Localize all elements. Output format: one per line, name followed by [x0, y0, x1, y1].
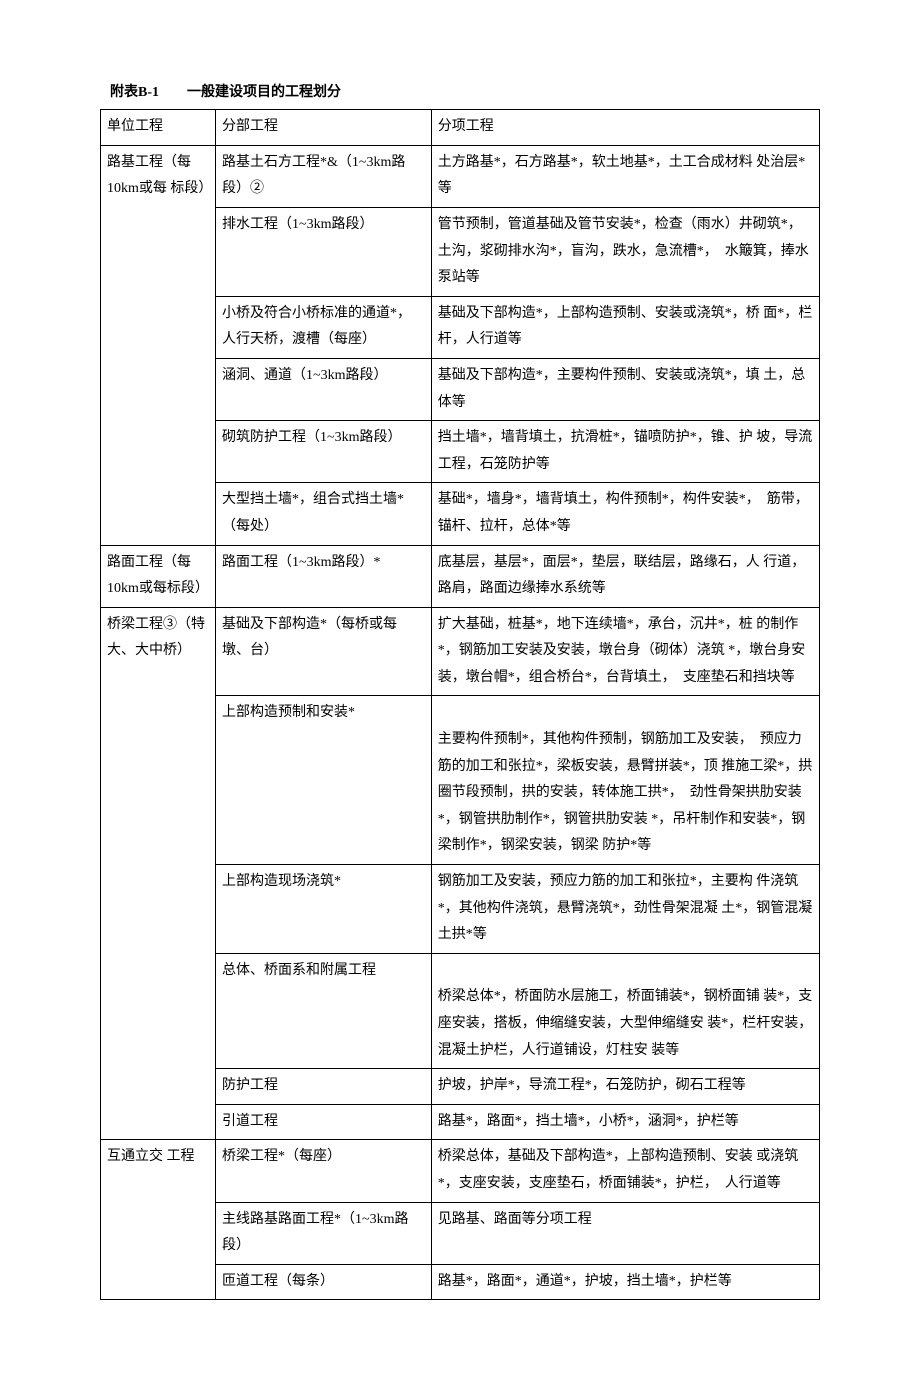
item-engineering-cell: 基础及下部构造*，主要构件预制、安装或浇筑*，填 土，总体等 [431, 358, 819, 420]
table-header-cell: 分项工程 [431, 110, 819, 146]
unit-engineering-cell: 桥梁工程③（特大、大中桥） [101, 607, 216, 1140]
table-title: 附表B-1 一般建设项目的工程划分 [100, 80, 820, 105]
item-engineering-cell: 路基*，路面*，挡土墙*，小桥*，涵洞*，护栏等 [431, 1104, 819, 1140]
engineering-division-table: 单位工程分部工程分项工程路基工程（每10km或每 标段）路基土石方工程*&（1~… [100, 109, 820, 1300]
unit-engineering-cell: 路基工程（每10km或每 标段） [101, 145, 216, 545]
unit-engineering-cell: 互通立交 工程 [101, 1140, 216, 1300]
table-row: 路面工程（每10km或每标段）路面工程（1~3km路段）*底基层，基层*，面层*… [101, 545, 820, 607]
division-engineering-cell: 涵洞、通道（1~3km路段） [216, 358, 432, 420]
division-engineering-cell: 小桥及符合小桥标准的通道*，人行天桥，渡槽（每座） [216, 296, 432, 358]
table-header-cell: 单位工程 [101, 110, 216, 146]
table-header-row: 单位工程分部工程分项工程 [101, 110, 820, 146]
division-engineering-cell: 匝道工程（每条） [216, 1264, 432, 1300]
item-engineering-cell: 主要构件预制*，其他构件预制，钢筋加工及安装， 预应力筋的加工和张拉*，梁板安装… [431, 696, 819, 865]
item-engineering-cell: 桥梁总体*，桥面防水层施工，桥面铺装*，钢桥面铺 装*，支座安装，搭板，伸缩缝安… [431, 953, 819, 1068]
item-engineering-cell: 护坡，护岸*，导流工程*，石笼防护，砌石工程等 [431, 1069, 819, 1105]
division-engineering-cell: 基础及下部构造*（每桥或每墩、台） [216, 607, 432, 696]
item-engineering-cell: 钢筋加工及安装，预应力筋的加工和张拉*，主要构 件浇筑*，其他构件浇筑，悬臂浇筑… [431, 865, 819, 954]
division-engineering-cell: 防护工程 [216, 1069, 432, 1105]
division-engineering-cell: 砌筑防护工程（1~3km路段） [216, 421, 432, 483]
division-engineering-cell: 上部构造预制和安装* [216, 696, 432, 865]
division-engineering-cell: 路基土石方工程*&（1~3km路段）② [216, 145, 432, 207]
item-engineering-cell: 挡土墙*，墙背填土，抗滑桩*，锚喷防护*，锥、护 坡，导流工程，石笼防护等 [431, 421, 819, 483]
unit-engineering-cell: 路面工程（每10km或每标段） [101, 545, 216, 607]
item-engineering-cell: 管节预制，管道基础及管节安装*，检查（雨水）井砌筑*，土沟，浆砌排水沟*，盲沟，… [431, 207, 819, 296]
item-engineering-cell: 基础*，墙身*，墙背填土，构件预制*，构件安装*， 筋带，锚杆、拉杆，总体*等 [431, 483, 819, 545]
item-engineering-cell: 路基*，路面*，通道*，护坡，挡土墙*，护栏等 [431, 1264, 819, 1300]
item-engineering-cell: 见路基、路面等分项工程 [431, 1202, 819, 1264]
item-engineering-cell: 土方路基*，石方路基*，软土地基*，土工合成材料 处治层*等 [431, 145, 819, 207]
division-engineering-cell: 总体、桥面系和附属工程 [216, 953, 432, 1068]
item-engineering-cell: 扩大基础，桩基*，地下连续墙*，承台，沉井*，桩 的制作*，钢筋加工安装及安装，… [431, 607, 819, 696]
division-engineering-cell: 排水工程（1~3km路段） [216, 207, 432, 296]
item-engineering-cell: 桥梁总体，基础及下部构造*，上部构造预制、安装 或浇筑*，支座安装，支座垫石，桥… [431, 1140, 819, 1202]
division-engineering-cell: 路面工程（1~3km路段）* [216, 545, 432, 607]
item-engineering-cell: 基础及下部构造*，上部构造预制、安装或浇筑*，桥 面*，栏杆，人行道等 [431, 296, 819, 358]
item-engineering-cell: 底基层，基层*，面层*，垫层，联结层，路缘石，人 行道，路肩，路面边缘捧水系统等 [431, 545, 819, 607]
division-engineering-cell: 桥梁工程*（每座） [216, 1140, 432, 1202]
division-engineering-cell: 引道工程 [216, 1104, 432, 1140]
table-row: 互通立交 工程桥梁工程*（每座）桥梁总体，基础及下部构造*，上部构造预制、安装 … [101, 1140, 820, 1202]
division-engineering-cell: 大型挡土墙*，组合式挡土墙*（每处） [216, 483, 432, 545]
table-header-cell: 分部工程 [216, 110, 432, 146]
table-row: 路基工程（每10km或每 标段）路基土石方工程*&（1~3km路段）②土方路基*… [101, 145, 820, 207]
division-engineering-cell: 主线路基路面工程*（1~3km路 段） [216, 1202, 432, 1264]
table-row: 桥梁工程③（特大、大中桥）基础及下部构造*（每桥或每墩、台）扩大基础，桩基*，地… [101, 607, 820, 696]
division-engineering-cell: 上部构造现场浇筑* [216, 865, 432, 954]
